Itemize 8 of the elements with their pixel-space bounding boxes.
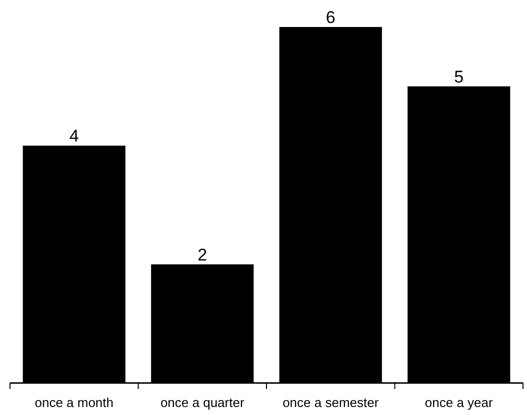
data-label: 4: [69, 126, 79, 146]
data-label: 6: [326, 8, 336, 27]
x-tick-label: once a month: [34, 394, 114, 410]
x-tick-label: once a year: [424, 394, 494, 410]
data-label: 2: [198, 245, 208, 264]
x-tick-label: once a semester: [282, 394, 380, 410]
x-tick-label: once a quarter: [160, 394, 245, 410]
data-label: 5: [454, 67, 464, 86]
